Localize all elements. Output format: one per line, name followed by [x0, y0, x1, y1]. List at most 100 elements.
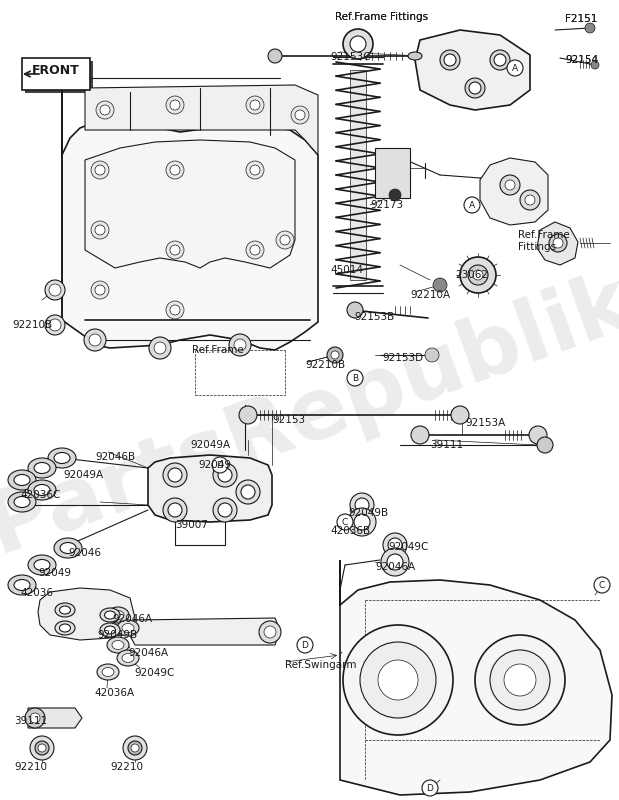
Polygon shape — [340, 560, 612, 795]
Text: 42036C: 42036C — [20, 490, 61, 500]
Circle shape — [389, 189, 401, 201]
Text: 39111: 39111 — [14, 716, 47, 726]
Text: A: A — [469, 201, 475, 210]
Text: Ref.Frame: Ref.Frame — [192, 345, 244, 355]
Circle shape — [229, 334, 251, 356]
Ellipse shape — [107, 607, 129, 623]
Circle shape — [440, 50, 460, 70]
Text: Ref.Swingarm: Ref.Swingarm — [285, 660, 357, 670]
Circle shape — [35, 741, 49, 755]
Circle shape — [504, 664, 536, 696]
Text: F2151: F2151 — [565, 14, 597, 24]
Circle shape — [166, 301, 184, 319]
Circle shape — [154, 342, 166, 354]
Text: 92046A: 92046A — [128, 648, 168, 658]
Circle shape — [163, 498, 187, 522]
Circle shape — [381, 548, 409, 576]
Circle shape — [343, 625, 453, 735]
Circle shape — [95, 165, 105, 175]
Circle shape — [331, 351, 339, 359]
Circle shape — [100, 105, 110, 115]
Circle shape — [49, 319, 61, 331]
Circle shape — [131, 744, 139, 752]
Circle shape — [297, 637, 313, 653]
Text: 92049A: 92049A — [190, 440, 230, 450]
Circle shape — [354, 514, 370, 530]
Ellipse shape — [28, 555, 56, 575]
Text: 92049C: 92049C — [134, 668, 175, 678]
Circle shape — [383, 533, 407, 557]
Ellipse shape — [8, 575, 36, 595]
Text: Ref.Frame Fittings: Ref.Frame Fittings — [335, 12, 428, 22]
Circle shape — [291, 106, 309, 124]
Circle shape — [218, 503, 232, 517]
Ellipse shape — [117, 650, 139, 666]
Circle shape — [246, 241, 264, 259]
Circle shape — [347, 302, 363, 318]
Circle shape — [520, 190, 540, 210]
Circle shape — [163, 463, 187, 487]
Ellipse shape — [112, 641, 124, 650]
Circle shape — [451, 406, 469, 424]
Ellipse shape — [55, 603, 75, 617]
Circle shape — [45, 280, 65, 300]
Ellipse shape — [55, 621, 75, 635]
Circle shape — [387, 554, 403, 570]
FancyBboxPatch shape — [22, 58, 90, 90]
Circle shape — [250, 100, 260, 110]
Circle shape — [91, 221, 109, 239]
Circle shape — [166, 241, 184, 259]
Ellipse shape — [34, 559, 50, 570]
Text: 92046B: 92046B — [95, 452, 135, 462]
Text: 42036: 42036 — [20, 588, 53, 598]
Ellipse shape — [14, 579, 30, 590]
Text: 92154: 92154 — [565, 55, 598, 65]
Ellipse shape — [408, 52, 422, 60]
Circle shape — [91, 161, 109, 179]
Ellipse shape — [97, 664, 119, 680]
Circle shape — [500, 175, 520, 195]
Circle shape — [38, 744, 46, 752]
Ellipse shape — [34, 462, 50, 474]
Circle shape — [475, 635, 565, 725]
Polygon shape — [62, 88, 318, 350]
Text: 45014: 45014 — [330, 265, 363, 275]
Text: 92046: 92046 — [68, 548, 101, 558]
Text: 92210B: 92210B — [305, 360, 345, 370]
Ellipse shape — [105, 611, 116, 619]
Circle shape — [591, 61, 599, 69]
Circle shape — [170, 245, 180, 255]
Text: 42036A: 42036A — [94, 688, 134, 698]
Text: 92173: 92173 — [370, 200, 403, 210]
Circle shape — [168, 468, 182, 482]
Circle shape — [170, 100, 180, 110]
Circle shape — [149, 337, 171, 359]
Circle shape — [250, 165, 260, 175]
Circle shape — [337, 514, 353, 530]
Ellipse shape — [107, 637, 129, 653]
Text: 42036B: 42036B — [330, 526, 370, 536]
Circle shape — [464, 197, 480, 213]
Circle shape — [348, 508, 376, 536]
Ellipse shape — [100, 608, 120, 622]
Circle shape — [425, 348, 439, 362]
Polygon shape — [85, 85, 318, 155]
Circle shape — [25, 708, 45, 728]
Circle shape — [507, 60, 523, 76]
Text: Ref.Frame
Fittings: Ref.Frame Fittings — [518, 230, 569, 251]
Circle shape — [422, 780, 438, 796]
Circle shape — [91, 281, 109, 299]
Circle shape — [378, 660, 418, 700]
Circle shape — [411, 426, 429, 444]
Text: 92210: 92210 — [110, 762, 143, 772]
Text: Ref.Frame Fittings: Ref.Frame Fittings — [335, 12, 428, 22]
Circle shape — [95, 225, 105, 235]
Polygon shape — [415, 30, 530, 110]
Text: 92153D: 92153D — [382, 353, 423, 363]
Circle shape — [218, 468, 232, 482]
Circle shape — [553, 238, 563, 248]
Text: C: C — [342, 518, 348, 527]
Circle shape — [95, 285, 105, 295]
Ellipse shape — [100, 623, 120, 637]
Circle shape — [473, 270, 483, 280]
